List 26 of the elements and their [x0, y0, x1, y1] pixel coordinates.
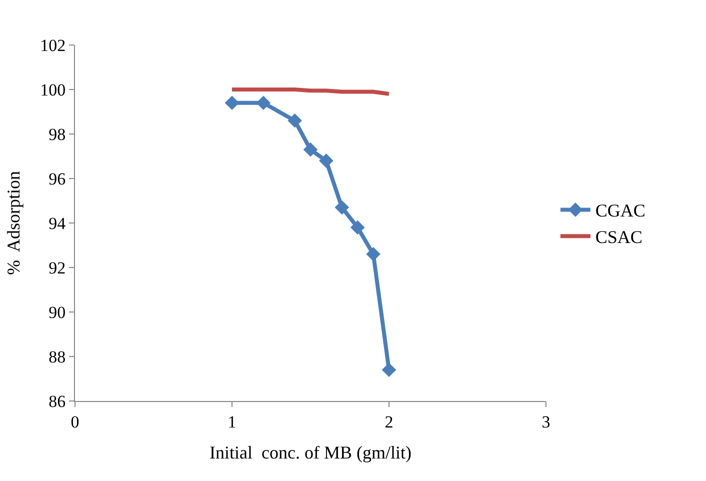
- y-tick-label: 94: [48, 214, 66, 233]
- legend-label: CGAC: [595, 200, 646, 221]
- legend-label: CSAC: [595, 227, 642, 248]
- x-tick-label: 2: [384, 412, 394, 432]
- y-axis-title: % Adsorption: [3, 170, 24, 276]
- y-tick-label: 88: [48, 347, 66, 366]
- y-tick-label: 92: [48, 258, 66, 278]
- x-tick-label: 0: [70, 412, 80, 432]
- point: [303, 142, 318, 157]
- y-tick-label: 86: [48, 392, 66, 411]
- point: [334, 200, 350, 215]
- point: [366, 247, 380, 262]
- x-tick-label: 3: [542, 412, 550, 432]
- y-tick-label: 90: [48, 302, 66, 322]
- x-axis-title: Initial conc. of MB (gm/lit): [210, 442, 412, 462]
- point: [319, 154, 334, 168]
- point: [224, 96, 240, 110]
- point: [382, 362, 396, 377]
- x-tick-label: 1: [228, 412, 236, 432]
- y-tick-label: 100: [40, 80, 66, 100]
- y-tick-label: 96: [48, 169, 66, 188]
- point: [288, 114, 302, 128]
- point: [350, 220, 365, 235]
- point: [256, 96, 271, 110]
- y-tick-label: 98: [48, 124, 66, 144]
- y-tick-label: 102: [40, 36, 66, 55]
